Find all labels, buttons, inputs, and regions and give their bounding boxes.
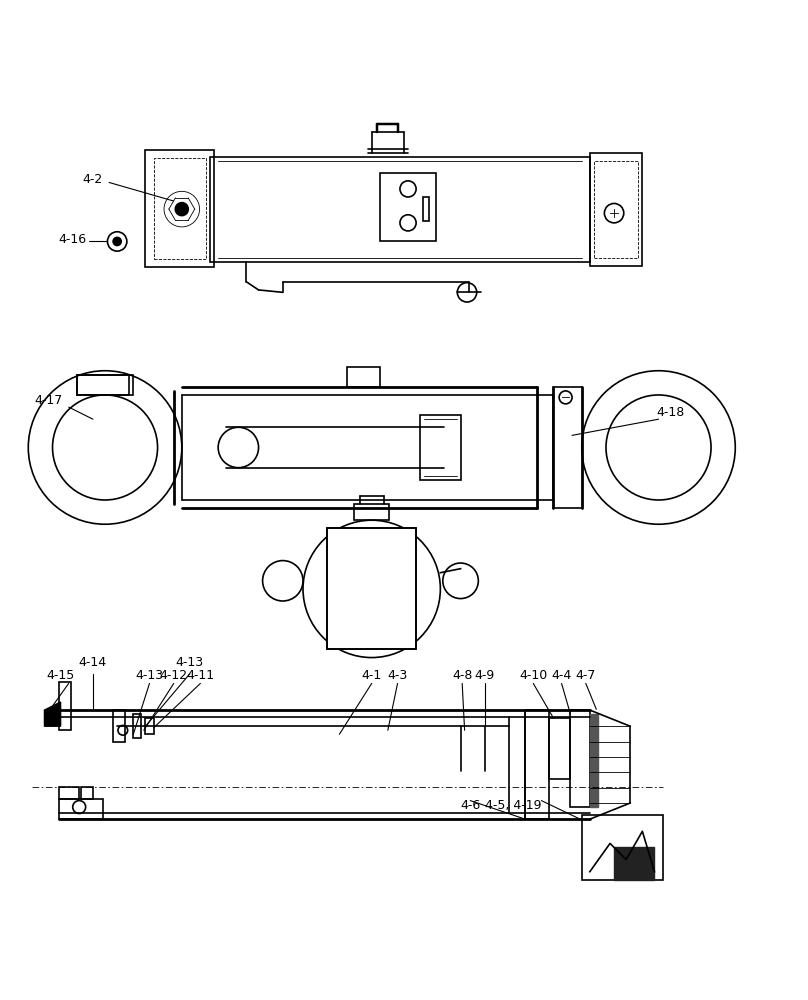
Polygon shape: [614, 847, 654, 880]
Bar: [594, 161, 638, 258]
Text: 4-17: 4-17: [35, 394, 62, 407]
Text: 4-4: 4-4: [551, 669, 572, 682]
Bar: [77, 375, 129, 395]
Bar: [420, 415, 461, 480]
Polygon shape: [590, 714, 598, 807]
Text: 4-18: 4-18: [657, 406, 684, 419]
Bar: [145, 150, 214, 267]
Polygon shape: [44, 702, 61, 726]
Bar: [354, 504, 389, 520]
Bar: [59, 799, 103, 819]
Text: 4-13: 4-13: [136, 669, 163, 682]
Text: 4-1: 4-1: [361, 669, 382, 682]
Bar: [582, 815, 663, 880]
Bar: [113, 710, 125, 742]
Bar: [154, 158, 206, 259]
Bar: [77, 375, 133, 395]
Text: 4-3: 4-3: [387, 669, 408, 682]
Text: 4-13: 4-13: [176, 656, 204, 669]
Text: 4-7: 4-7: [575, 669, 596, 682]
Bar: [59, 787, 79, 799]
Text: 4-11: 4-11: [187, 669, 214, 682]
Text: 4-6: 4-6: [460, 799, 481, 812]
Bar: [549, 718, 570, 779]
Text: 4-16: 4-16: [59, 233, 86, 246]
Text: 4-5, 4-19: 4-5, 4-19: [485, 799, 541, 812]
Bar: [525, 710, 549, 819]
Text: 4-9: 4-9: [474, 669, 495, 682]
Bar: [380, 173, 436, 241]
Bar: [145, 718, 154, 734]
Text: 4-2: 4-2: [82, 173, 103, 186]
Bar: [133, 714, 141, 738]
Text: 4-8: 4-8: [452, 669, 473, 682]
Bar: [210, 157, 590, 262]
Text: 4-14: 4-14: [79, 656, 107, 669]
Text: 4-12: 4-12: [160, 669, 187, 682]
Bar: [347, 367, 380, 387]
Text: 4-15: 4-15: [47, 669, 74, 682]
Text: 4-10: 4-10: [520, 669, 547, 682]
Bar: [59, 682, 71, 730]
Bar: [327, 528, 416, 649]
Circle shape: [175, 203, 188, 216]
Bar: [423, 197, 429, 221]
Circle shape: [113, 237, 121, 245]
Bar: [590, 153, 642, 266]
Bar: [327, 528, 416, 649]
Bar: [81, 787, 93, 799]
Bar: [570, 710, 590, 807]
